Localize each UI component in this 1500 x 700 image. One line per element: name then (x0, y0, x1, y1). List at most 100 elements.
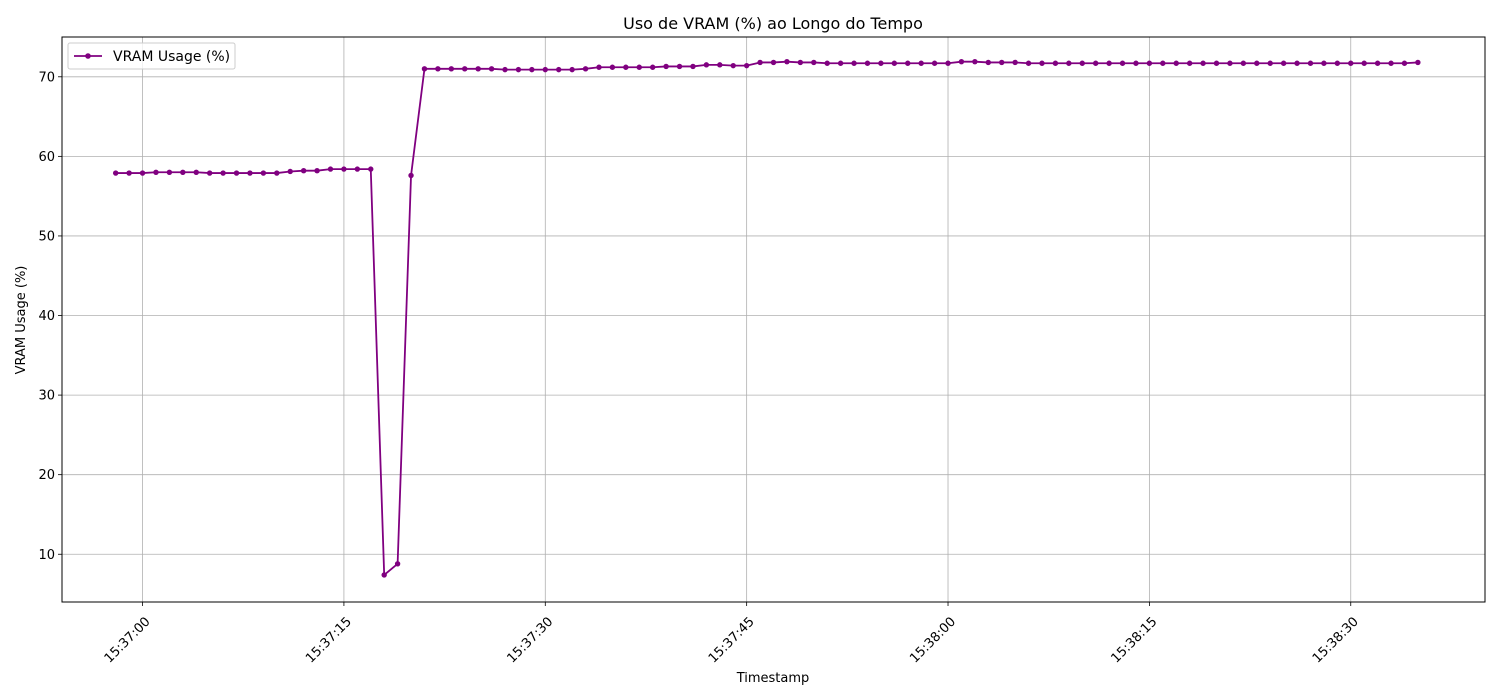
data-point (999, 59, 1005, 66)
data-point (851, 60, 857, 66)
data-point (1106, 60, 1112, 66)
y-tick-label: 70 (38, 70, 55, 85)
data-point (153, 169, 159, 175)
data-point (1146, 60, 1153, 66)
series-layer (112, 58, 1421, 578)
data-point (703, 62, 710, 68)
y-tick-label: 60 (38, 150, 55, 165)
data-point (462, 66, 468, 72)
data-point (1133, 60, 1139, 66)
data-point (717, 62, 723, 68)
data-point (784, 58, 790, 65)
grid (62, 37, 1485, 602)
y-tick-label: 30 (38, 389, 55, 404)
data-point (408, 172, 414, 179)
y-tick-label: 20 (38, 468, 55, 483)
data-point (274, 170, 280, 176)
data-point (918, 60, 924, 66)
data-point (502, 66, 508, 73)
data-point (1052, 60, 1059, 66)
data-point (542, 66, 548, 73)
data-point (1267, 60, 1273, 66)
data-point (394, 561, 401, 567)
data-point (743, 62, 750, 69)
data-point (1025, 60, 1032, 66)
data-point (811, 59, 817, 66)
data-point (1012, 59, 1018, 66)
chart-title: Uso de VRAM (%) ao Longo do Tempo (623, 14, 923, 33)
data-point (1200, 60, 1206, 66)
data-point (1280, 60, 1287, 66)
data-point (556, 66, 562, 73)
data-point (193, 169, 199, 175)
data-point (690, 63, 696, 70)
data-point (1334, 60, 1341, 66)
data-point (515, 66, 522, 73)
data-point (1066, 60, 1072, 66)
data-point (582, 66, 589, 72)
data-point (529, 66, 535, 73)
data-point (1160, 60, 1166, 66)
y-tick-label: 10 (38, 548, 55, 563)
series-line (115, 60, 1418, 576)
data-point (1186, 60, 1193, 66)
data-point (837, 60, 844, 66)
data-point (421, 66, 428, 72)
data-point (1348, 60, 1354, 66)
data-point (905, 60, 911, 66)
x-tick-label: 15:37:30 (504, 614, 556, 666)
x-tick-label: 15:37:00 (102, 614, 154, 666)
data-point (475, 66, 481, 72)
data-point (1361, 60, 1367, 66)
data-point (649, 64, 656, 70)
data-point (166, 169, 173, 175)
data-point (435, 66, 441, 72)
data-point (623, 64, 629, 70)
data-point (126, 170, 132, 176)
x-tick-label: 15:37:15 (303, 614, 355, 666)
data-point (1173, 60, 1179, 66)
data-point (824, 60, 830, 66)
data-point (1227, 60, 1233, 66)
data-point (206, 170, 213, 176)
x-tick-label: 15:38:30 (1310, 614, 1362, 666)
data-point (958, 58, 965, 65)
data-point (488, 66, 495, 72)
data-point (1119, 60, 1126, 66)
y-tick-label: 40 (38, 309, 55, 324)
data-point (797, 59, 804, 66)
data-point (636, 64, 642, 70)
data-point (1294, 60, 1300, 66)
data-point (596, 64, 602, 70)
data-point (985, 59, 991, 66)
data-point (1307, 60, 1314, 66)
y-axis-ticks: 10 20 30 40 50 60 70 (38, 70, 62, 563)
data-point (1388, 60, 1394, 66)
y-axis-label: VRAM Usage (%) (14, 266, 29, 375)
data-point (609, 64, 616, 70)
data-point (676, 63, 683, 70)
data-point (381, 572, 387, 578)
data-point (1039, 60, 1045, 66)
data-point (368, 166, 374, 172)
data-point (1321, 60, 1327, 66)
data-point (663, 63, 669, 70)
data-point (891, 60, 898, 66)
data-point (112, 170, 119, 176)
data-point (314, 167, 320, 174)
data-point (1374, 60, 1381, 66)
legend-box (67, 42, 236, 70)
x-tick-label: 15:37:45 (706, 614, 758, 666)
data-point (931, 60, 938, 66)
data-point (220, 170, 226, 176)
legend: VRAM Usage (%) (67, 42, 236, 70)
data-point (260, 170, 267, 176)
data-point (180, 169, 186, 175)
y-tick-label: 50 (38, 229, 55, 244)
data-point (247, 170, 253, 176)
data-point (327, 166, 334, 172)
data-point (448, 66, 455, 72)
data-point (1213, 60, 1220, 66)
